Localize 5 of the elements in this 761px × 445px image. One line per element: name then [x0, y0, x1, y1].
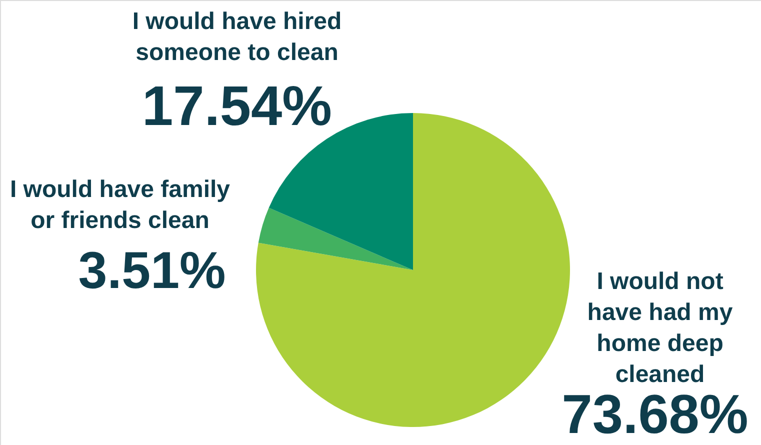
- slice-label: I would have hired someone to clean: [132, 8, 342, 66]
- pie-slice: [258, 208, 413, 270]
- data-label: 17.54%: [142, 74, 332, 137]
- slice-label: I would have family or friends clean: [10, 176, 231, 234]
- data-label: 3.51%: [78, 242, 226, 300]
